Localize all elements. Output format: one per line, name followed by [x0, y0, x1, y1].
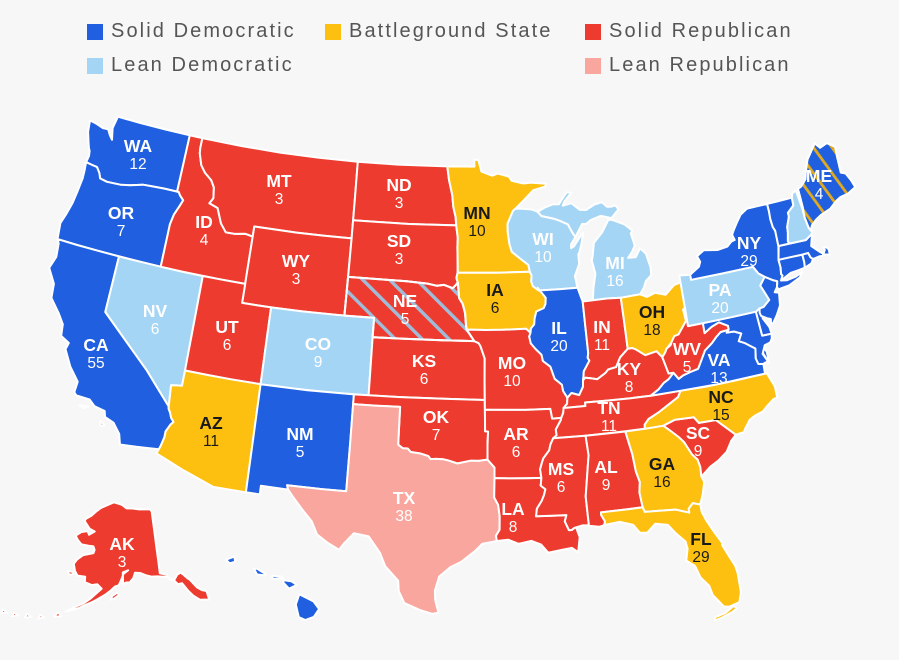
- svg-text:MN: MN: [463, 203, 490, 223]
- svg-text:11: 11: [203, 433, 219, 450]
- svg-text:3: 3: [395, 251, 404, 268]
- svg-text:VA: VA: [707, 350, 730, 370]
- svg-text:GA: GA: [649, 454, 676, 474]
- svg-text:6: 6: [151, 321, 160, 338]
- svg-text:AZ: AZ: [199, 413, 223, 433]
- svg-text:9: 9: [314, 354, 323, 371]
- svg-text:MO: MO: [498, 353, 526, 373]
- svg-text:OK: OK: [423, 407, 450, 427]
- svg-text:4: 4: [200, 232, 209, 249]
- svg-text:29: 29: [692, 549, 709, 566]
- svg-text:NV: NV: [143, 301, 168, 321]
- svg-text:16: 16: [653, 474, 670, 491]
- svg-text:10: 10: [503, 373, 521, 390]
- svg-text:AR: AR: [503, 424, 529, 444]
- svg-text:MS: MS: [548, 459, 574, 479]
- svg-text:8: 8: [625, 379, 634, 396]
- svg-text:AK: AK: [109, 534, 135, 554]
- svg-text:ID: ID: [195, 212, 213, 232]
- svg-text:20: 20: [711, 300, 729, 317]
- svg-text:4: 4: [815, 186, 824, 203]
- svg-text:ND: ND: [386, 175, 411, 195]
- svg-text:CO: CO: [305, 334, 331, 354]
- svg-text:TX: TX: [393, 488, 416, 508]
- svg-text:OH: OH: [639, 302, 665, 322]
- svg-text:55: 55: [87, 355, 104, 372]
- svg-text:ME: ME: [806, 166, 832, 186]
- svg-text:CA: CA: [83, 335, 109, 355]
- svg-text:20: 20: [550, 338, 568, 355]
- svg-text:PA: PA: [708, 280, 731, 300]
- svg-text:6: 6: [223, 337, 232, 354]
- svg-text:MT: MT: [266, 171, 292, 191]
- svg-text:13: 13: [710, 370, 727, 387]
- svg-text:6: 6: [512, 444, 521, 461]
- svg-text:LA: LA: [501, 499, 525, 519]
- svg-text:NM: NM: [286, 424, 313, 444]
- svg-text:NY: NY: [737, 233, 762, 253]
- svg-text:5: 5: [296, 444, 305, 461]
- svg-text:WV: WV: [673, 339, 702, 359]
- svg-text:NC: NC: [708, 387, 734, 407]
- svg-text:UT: UT: [215, 317, 239, 337]
- svg-text:5: 5: [401, 311, 410, 328]
- svg-text:6: 6: [491, 300, 500, 317]
- svg-text:SD: SD: [387, 231, 411, 251]
- svg-text:10: 10: [534, 249, 552, 266]
- svg-text:SC: SC: [686, 423, 711, 443]
- svg-text:OR: OR: [108, 203, 135, 223]
- svg-text:11: 11: [594, 337, 610, 354]
- svg-text:NE: NE: [393, 291, 417, 311]
- svg-text:6: 6: [557, 479, 566, 496]
- svg-text:3: 3: [395, 195, 404, 212]
- svg-text:8: 8: [509, 519, 518, 536]
- svg-text:5: 5: [683, 359, 692, 376]
- svg-text:WI: WI: [532, 229, 553, 249]
- svg-text:10: 10: [468, 223, 486, 240]
- svg-text:9: 9: [602, 477, 611, 494]
- svg-text:7: 7: [432, 427, 441, 444]
- svg-text:7: 7: [117, 223, 126, 240]
- svg-text:16: 16: [606, 273, 623, 290]
- svg-text:12: 12: [129, 156, 146, 173]
- svg-text:3: 3: [118, 554, 127, 571]
- svg-text:29: 29: [740, 253, 757, 270]
- svg-text:18: 18: [643, 322, 660, 339]
- svg-text:KS: KS: [412, 351, 436, 371]
- svg-text:MI: MI: [605, 253, 624, 273]
- svg-text:IA: IA: [486, 280, 504, 300]
- svg-text:3: 3: [275, 191, 284, 208]
- svg-text:3: 3: [292, 271, 301, 288]
- svg-text:15: 15: [712, 407, 729, 424]
- svg-text:KY: KY: [617, 359, 642, 379]
- svg-text:FL: FL: [690, 529, 712, 549]
- svg-text:38: 38: [395, 508, 412, 525]
- svg-text:IL: IL: [551, 318, 567, 338]
- svg-text:11: 11: [601, 418, 617, 435]
- svg-text:WY: WY: [282, 251, 311, 271]
- svg-text:WA: WA: [124, 136, 153, 156]
- svg-text:AL: AL: [594, 457, 618, 477]
- svg-text:9: 9: [694, 443, 703, 460]
- svg-text:IN: IN: [593, 317, 611, 337]
- svg-text:6: 6: [420, 371, 429, 388]
- svg-text:TN: TN: [597, 398, 620, 418]
